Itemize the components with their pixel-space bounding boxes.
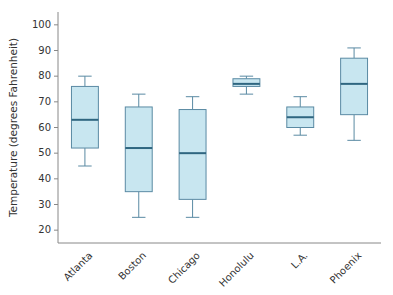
upper-whisker xyxy=(138,94,139,107)
box xyxy=(287,107,314,128)
upper-cap xyxy=(347,47,360,48)
lower-cap xyxy=(294,135,307,136)
x-tick-label: Chicago xyxy=(166,250,202,286)
chart-svg: 20 30 40 50 60 70 80 90 100 Temperature (degrees … xyxy=(0,0,393,295)
y-tick-label: 40 xyxy=(38,173,51,184)
y-tick-label: 60 xyxy=(38,122,51,133)
x-tick-label: L.A. xyxy=(289,250,310,271)
y-axis-label: Temperature (degrees Fahrenheit) xyxy=(7,38,19,218)
box-group xyxy=(233,76,260,94)
box-group xyxy=(341,48,368,140)
lower-whisker xyxy=(138,192,139,218)
y-tick xyxy=(54,50,58,51)
upper-cap xyxy=(186,96,199,97)
y-tick xyxy=(54,230,58,231)
y-tick-label: 50 xyxy=(38,147,51,158)
upper-whisker xyxy=(354,48,355,58)
lower-cap xyxy=(186,217,199,218)
y-tick-label: 90 xyxy=(38,45,51,56)
lower-cap xyxy=(240,94,253,95)
upper-cap xyxy=(78,76,91,77)
upper-whisker xyxy=(84,76,85,86)
y-tick-label: 100 xyxy=(32,19,51,30)
y-tick-label: 70 xyxy=(38,96,51,107)
upper-whisker xyxy=(300,97,301,107)
box xyxy=(125,107,152,192)
box xyxy=(233,79,260,87)
x-tick-label: Atlanta xyxy=(61,250,94,283)
upper-cap xyxy=(240,76,253,77)
x-tick-label: Phoenix xyxy=(328,250,364,286)
median xyxy=(287,116,314,118)
box xyxy=(71,86,98,148)
y-tick-label: 20 xyxy=(38,224,51,235)
median xyxy=(341,83,368,85)
y-tick-label: 80 xyxy=(38,70,51,81)
lower-cap xyxy=(78,166,91,167)
lower-whisker xyxy=(354,115,355,141)
median xyxy=(71,119,98,121)
box-group xyxy=(125,94,152,217)
y-tick xyxy=(54,76,58,77)
median xyxy=(125,147,152,149)
lower-cap xyxy=(347,140,360,141)
x-tick-label: Boston xyxy=(116,250,148,282)
y-tick xyxy=(54,101,58,102)
y-tick xyxy=(54,127,58,128)
y-tick xyxy=(54,153,58,154)
box-group xyxy=(287,97,314,136)
lower-whisker xyxy=(84,148,85,166)
median xyxy=(179,152,206,154)
lower-whisker xyxy=(300,128,301,136)
upper-cap xyxy=(132,94,145,95)
box xyxy=(179,110,206,200)
lower-whisker xyxy=(192,199,193,217)
lower-whisker xyxy=(246,86,247,94)
box xyxy=(341,58,368,114)
boxes xyxy=(71,48,367,217)
y-tick xyxy=(54,24,58,25)
y-tick xyxy=(54,178,58,179)
page: {"chart_data": {"type": "box", "categori… xyxy=(0,0,393,295)
chart-container: 20 30 40 50 60 70 80 90 100 Temperature (degrees … xyxy=(0,0,393,295)
y-tick-label: 30 xyxy=(38,199,51,210)
upper-whisker xyxy=(192,97,193,110)
median xyxy=(233,83,260,85)
upper-cap xyxy=(294,96,307,97)
y-tick xyxy=(54,204,58,205)
lower-cap xyxy=(132,217,145,218)
x-tick-label: Honolulu xyxy=(217,250,256,289)
box-group xyxy=(71,76,98,166)
box-group xyxy=(179,97,206,218)
x-axis-line xyxy=(58,243,381,244)
